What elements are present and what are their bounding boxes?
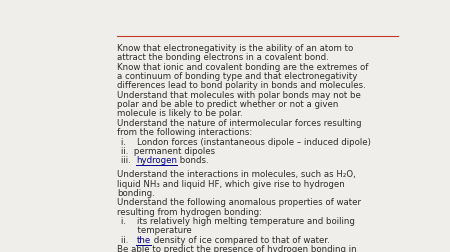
Text: iii.: iii. [121,155,136,165]
Text: differences lead to bond polarity in bonds and molecules.: differences lead to bond polarity in bon… [117,81,366,90]
Text: hydrogen: hydrogen [136,155,177,165]
Text: Be able to predict the presence of hydrogen bonding in: Be able to predict the presence of hydro… [117,244,357,252]
Text: Understand the nature of intermolecular forces resulting: Understand the nature of intermolecular … [117,118,362,127]
Text: ii.: ii. [121,235,136,244]
Text: i.    its relatively high melting temperature and boiling: i. its relatively high melting temperatu… [121,216,355,225]
Text: bonds.: bonds. [177,155,209,165]
Text: density of ice compared to that of water.: density of ice compared to that of water… [151,235,329,244]
Text: liquid NH₃ and liquid HF, which give rise to hydrogen: liquid NH₃ and liquid HF, which give ris… [117,179,345,188]
Text: Understand the interactions in molecules, such as H₂O,: Understand the interactions in molecules… [117,170,356,178]
Text: molecule is likely to be polar.: molecule is likely to be polar. [117,109,243,118]
Text: attract the bonding electrons in a covalent bond.: attract the bonding electrons in a coval… [117,53,329,62]
Text: a continuum of bonding type and that electronegativity: a continuum of bonding type and that ele… [117,72,358,81]
Text: temperature: temperature [121,226,192,234]
Text: polar and be able to predict whether or not a given: polar and be able to predict whether or … [117,100,339,109]
Text: the: the [136,235,151,244]
Text: Know that ionic and covalent bonding are the extremes of: Know that ionic and covalent bonding are… [117,62,369,71]
Text: Know that electronegativity is the ability of an atom to: Know that electronegativity is the abili… [117,44,354,53]
Text: Understand that molecules with polar bonds may not be: Understand that molecules with polar bon… [117,90,361,99]
Text: from the following interactions:: from the following interactions: [117,128,252,137]
Text: resulting from hydrogen bonding:: resulting from hydrogen bonding: [117,207,262,216]
Text: i.    London forces (instantaneous dipole – induced dipole): i. London forces (instantaneous dipole –… [121,137,371,146]
Text: Understand the following anomalous properties of water: Understand the following anomalous prope… [117,198,361,206]
Text: bonding.: bonding. [117,188,155,197]
Text: ii.  permanent dipoles: ii. permanent dipoles [121,146,215,155]
